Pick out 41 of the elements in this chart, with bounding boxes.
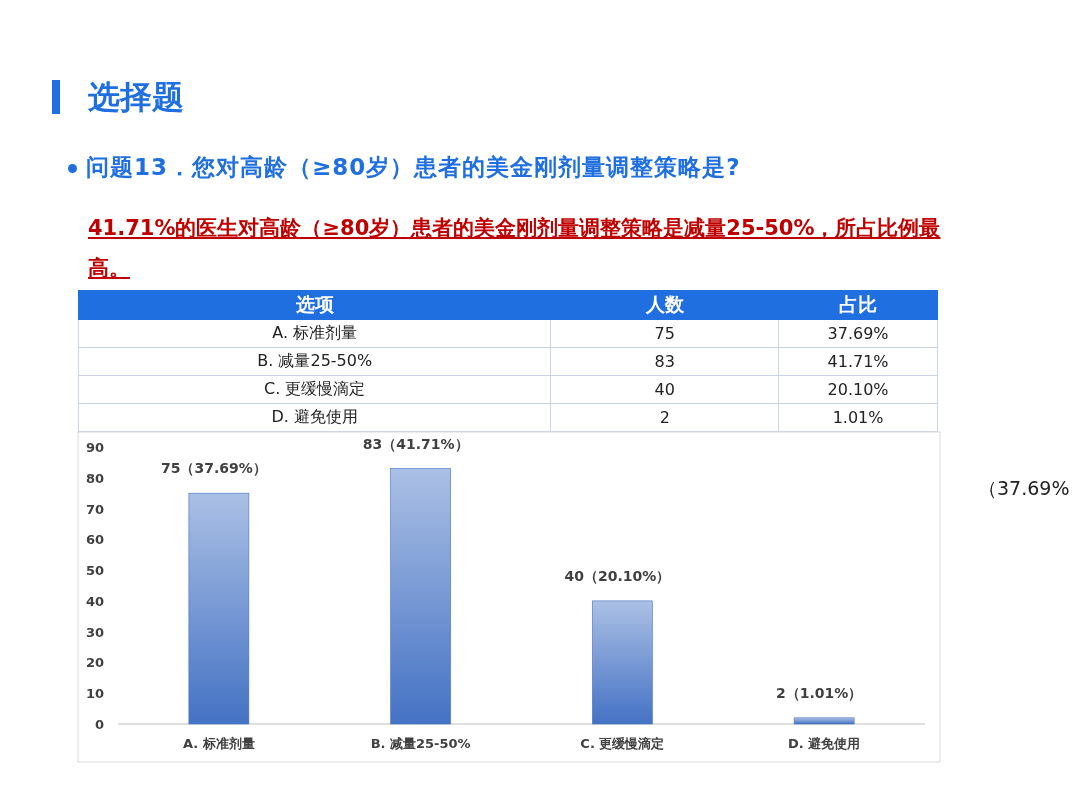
- data-label: 40: [550, 375, 779, 404]
- data-label: 41.71%: [778, 347, 938, 376]
- data-label: 75（37.69%）: [160, 460, 267, 477]
- y-tick-label: 80: [85, 470, 104, 486]
- y-tick-label: 40: [85, 593, 104, 609]
- data-label: 2: [550, 403, 779, 432]
- y-tick-label: 60: [85, 532, 104, 548]
- text: 问题13．您对高龄（≥80岁）患者的美金刚剂量调整策略是?: [86, 153, 741, 182]
- text: 选择题: [88, 77, 184, 118]
- bar: [390, 468, 451, 725]
- y-tick-label: 0: [94, 717, 104, 732]
- bar: [592, 600, 653, 725]
- data-label: 1.01%: [778, 403, 938, 432]
- y-tick-label: 50: [85, 563, 104, 579]
- data-label: 83: [550, 347, 779, 376]
- data-label: 40（20.10%）: [564, 567, 671, 584]
- category-label: D. 避免使用: [78, 403, 551, 432]
- data-label: 37.69%: [778, 319, 938, 348]
- category-label: B. 减量25-50%: [78, 347, 551, 376]
- data-label: 83（41.71%）: [362, 435, 469, 452]
- y-tick-label: 30: [85, 624, 104, 640]
- y-tick-label: 70: [85, 501, 104, 517]
- y-tick-label: 20: [85, 655, 104, 671]
- text: 占比: [778, 290, 938, 320]
- text: 41.71%的医生对高龄（≥80岁）患者的美金刚剂量调整策略是减量25-50%，所占比例最高。: [88, 215, 942, 282]
- bar: [793, 717, 855, 725]
- data-label: 20.10%: [778, 375, 938, 404]
- x-tick-label: B. 减量25-50%: [370, 736, 471, 751]
- data-label: 2（1.01%）: [775, 684, 863, 701]
- x-tick-label: C. 更缓慢滴定: [580, 736, 665, 751]
- text: （37.69%: [978, 477, 1070, 499]
- category-label: C. 更缓慢滴定: [78, 375, 551, 404]
- text: 人数: [550, 290, 779, 320]
- category-label: A. 标准剂量: [78, 319, 551, 348]
- y-tick-label: 90: [85, 440, 104, 455]
- y-tick-label: 10: [85, 686, 104, 702]
- x-tick-label: D. 避免使用: [787, 736, 861, 751]
- bar: [188, 492, 250, 725]
- data-label: 75: [550, 319, 779, 348]
- x-tick-label: A. 标准剂量: [182, 736, 255, 751]
- text: 选项: [78, 290, 551, 320]
